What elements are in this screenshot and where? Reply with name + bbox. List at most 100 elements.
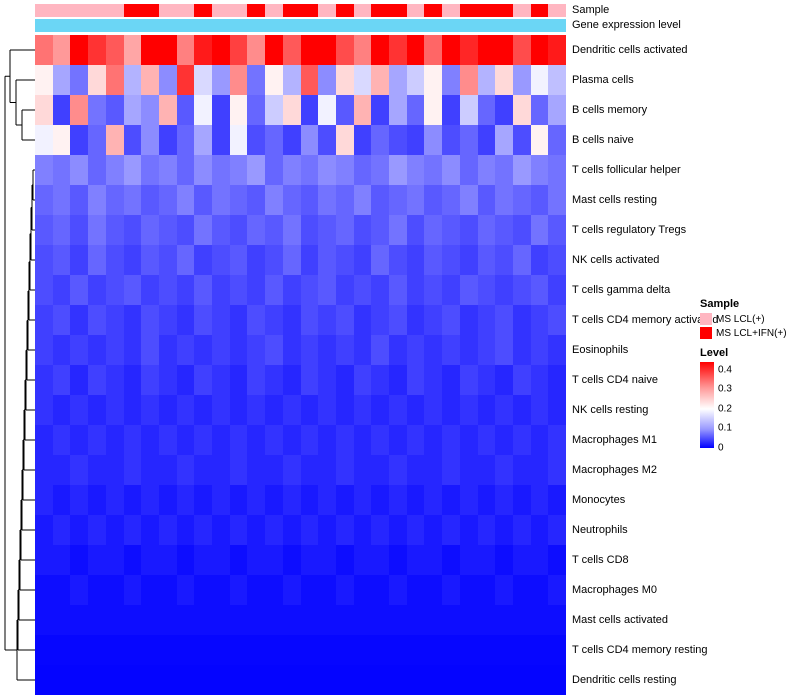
- heatmap-cell: [477, 395, 496, 425]
- heatmap-cell: [442, 215, 460, 245]
- heatmap-cell: [123, 65, 142, 95]
- heatmap-cell: [194, 395, 212, 425]
- heatmap-cell: [194, 155, 212, 185]
- row-label: Dendritic cells resting: [572, 674, 677, 686]
- heatmap-cell: [424, 485, 443, 515]
- heatmap-cell: [123, 305, 142, 335]
- heatmap-cell: [265, 395, 283, 425]
- level-colorbar: [700, 362, 714, 448]
- heatmap-cell: [424, 65, 443, 95]
- heatmap-cell: [335, 65, 354, 95]
- heatmap-cell: [176, 665, 195, 695]
- sample-annotation-cell: [282, 4, 301, 17]
- heatmap-cell: [389, 365, 407, 395]
- heatmap-cell: [105, 635, 124, 665]
- heatmap-cell: [52, 665, 71, 695]
- heatmap-cell: [70, 575, 89, 605]
- row-label: Macrophages M2: [572, 464, 657, 476]
- gene-expression-annotation-cell: [52, 19, 71, 32]
- gene-expression-annotation-cell: [212, 19, 230, 32]
- heatmap-cell: [335, 575, 354, 605]
- heatmap-cell: [212, 365, 230, 395]
- heatmap-cell: [247, 635, 266, 665]
- heatmap-cell: [353, 395, 372, 425]
- sample-annotation-cell: [442, 4, 460, 17]
- heatmap-cell: [105, 455, 124, 485]
- heatmap-cell: [123, 335, 142, 365]
- heatmap-cell: [123, 185, 142, 215]
- gene-expression-annotation-cell: [123, 19, 142, 32]
- heatmap-cell: [389, 545, 407, 575]
- heatmap-cell: [70, 365, 89, 395]
- legend-sample-title: Sample: [700, 298, 740, 310]
- heatmap-cell: [318, 485, 336, 515]
- heatmap-cell: [88, 395, 106, 425]
- heatmap-cell: [406, 275, 425, 305]
- legend-item-label: MS LCL(+): [716, 313, 765, 325]
- heatmap-cell: [459, 185, 478, 215]
- heatmap-cell: [459, 665, 478, 695]
- sample-annotation-cell: [424, 4, 443, 17]
- heatmap-cell: [88, 125, 106, 155]
- sample-annotation-cell: [123, 4, 142, 17]
- heatmap-cell: [512, 635, 531, 665]
- heatmap-cell: [105, 335, 124, 365]
- heatmap-cell: [176, 65, 195, 95]
- heatmap-cell: [353, 155, 372, 185]
- heatmap-cell: [141, 635, 159, 665]
- heatmap-cell: [141, 515, 159, 545]
- heatmap-cell: [530, 485, 549, 515]
- heatmap-cell: [105, 245, 124, 275]
- heatmap-cell: [35, 185, 53, 215]
- gene-expression-annotation-cell: [70, 19, 89, 32]
- heatmap-cell: [212, 455, 230, 485]
- gene-expression-annotation-cell: [371, 19, 390, 32]
- heatmap-cell: [424, 545, 443, 575]
- heatmap-cell: [371, 185, 389, 215]
- heatmap-cell: [265, 155, 283, 185]
- heatmap-cell: [35, 425, 53, 455]
- heatmap-cell: [335, 425, 354, 455]
- heatmap-cell: [88, 605, 106, 635]
- heatmap-cell: [512, 245, 531, 275]
- heatmap-cell: [35, 275, 53, 305]
- heatmap-cell: [424, 275, 443, 305]
- heatmap-cell: [495, 485, 513, 515]
- gene-expression-annotation-cell: [318, 19, 336, 32]
- heatmap-cell: [300, 575, 319, 605]
- heatmap-cell: [530, 635, 549, 665]
- heatmap-cell: [194, 365, 212, 395]
- heatmap-cell: [389, 635, 407, 665]
- heatmap-cell: [548, 125, 566, 155]
- heatmap-cell: [35, 65, 53, 95]
- sample-annotation-cell: [247, 4, 266, 17]
- sample-annotation-cell: [194, 4, 213, 17]
- heatmap-cell: [265, 245, 283, 275]
- gene-expression-annotation-cell: [300, 19, 319, 32]
- heatmap-cell: [247, 545, 266, 575]
- heatmap-cell: [123, 545, 142, 575]
- heatmap-cell: [300, 485, 319, 515]
- heatmap-cell: [229, 125, 248, 155]
- heatmap-cell: [194, 665, 212, 695]
- heatmap-cell: [176, 545, 195, 575]
- heatmap-cell: [318, 155, 336, 185]
- heatmap-cell: [194, 605, 212, 635]
- heatmap-cell: [548, 575, 566, 605]
- heatmap-cell: [512, 485, 531, 515]
- heatmap-cell: [105, 575, 124, 605]
- heatmap-cell: [318, 515, 336, 545]
- heatmap-cell: [176, 365, 195, 395]
- heatmap-cell: [70, 425, 89, 455]
- heatmap-cell: [335, 215, 354, 245]
- heatmap-cell: [52, 395, 71, 425]
- heatmap-cell: [495, 575, 513, 605]
- heatmap-cell: [442, 455, 460, 485]
- heatmap-cell: [300, 155, 319, 185]
- heatmap-cell: [442, 275, 460, 305]
- heatmap-cell: [88, 95, 106, 125]
- heatmap-cell: [52, 575, 71, 605]
- sample-annotation-cell: [141, 4, 159, 17]
- heatmap-cell: [35, 515, 53, 545]
- heatmap-cell: [442, 305, 460, 335]
